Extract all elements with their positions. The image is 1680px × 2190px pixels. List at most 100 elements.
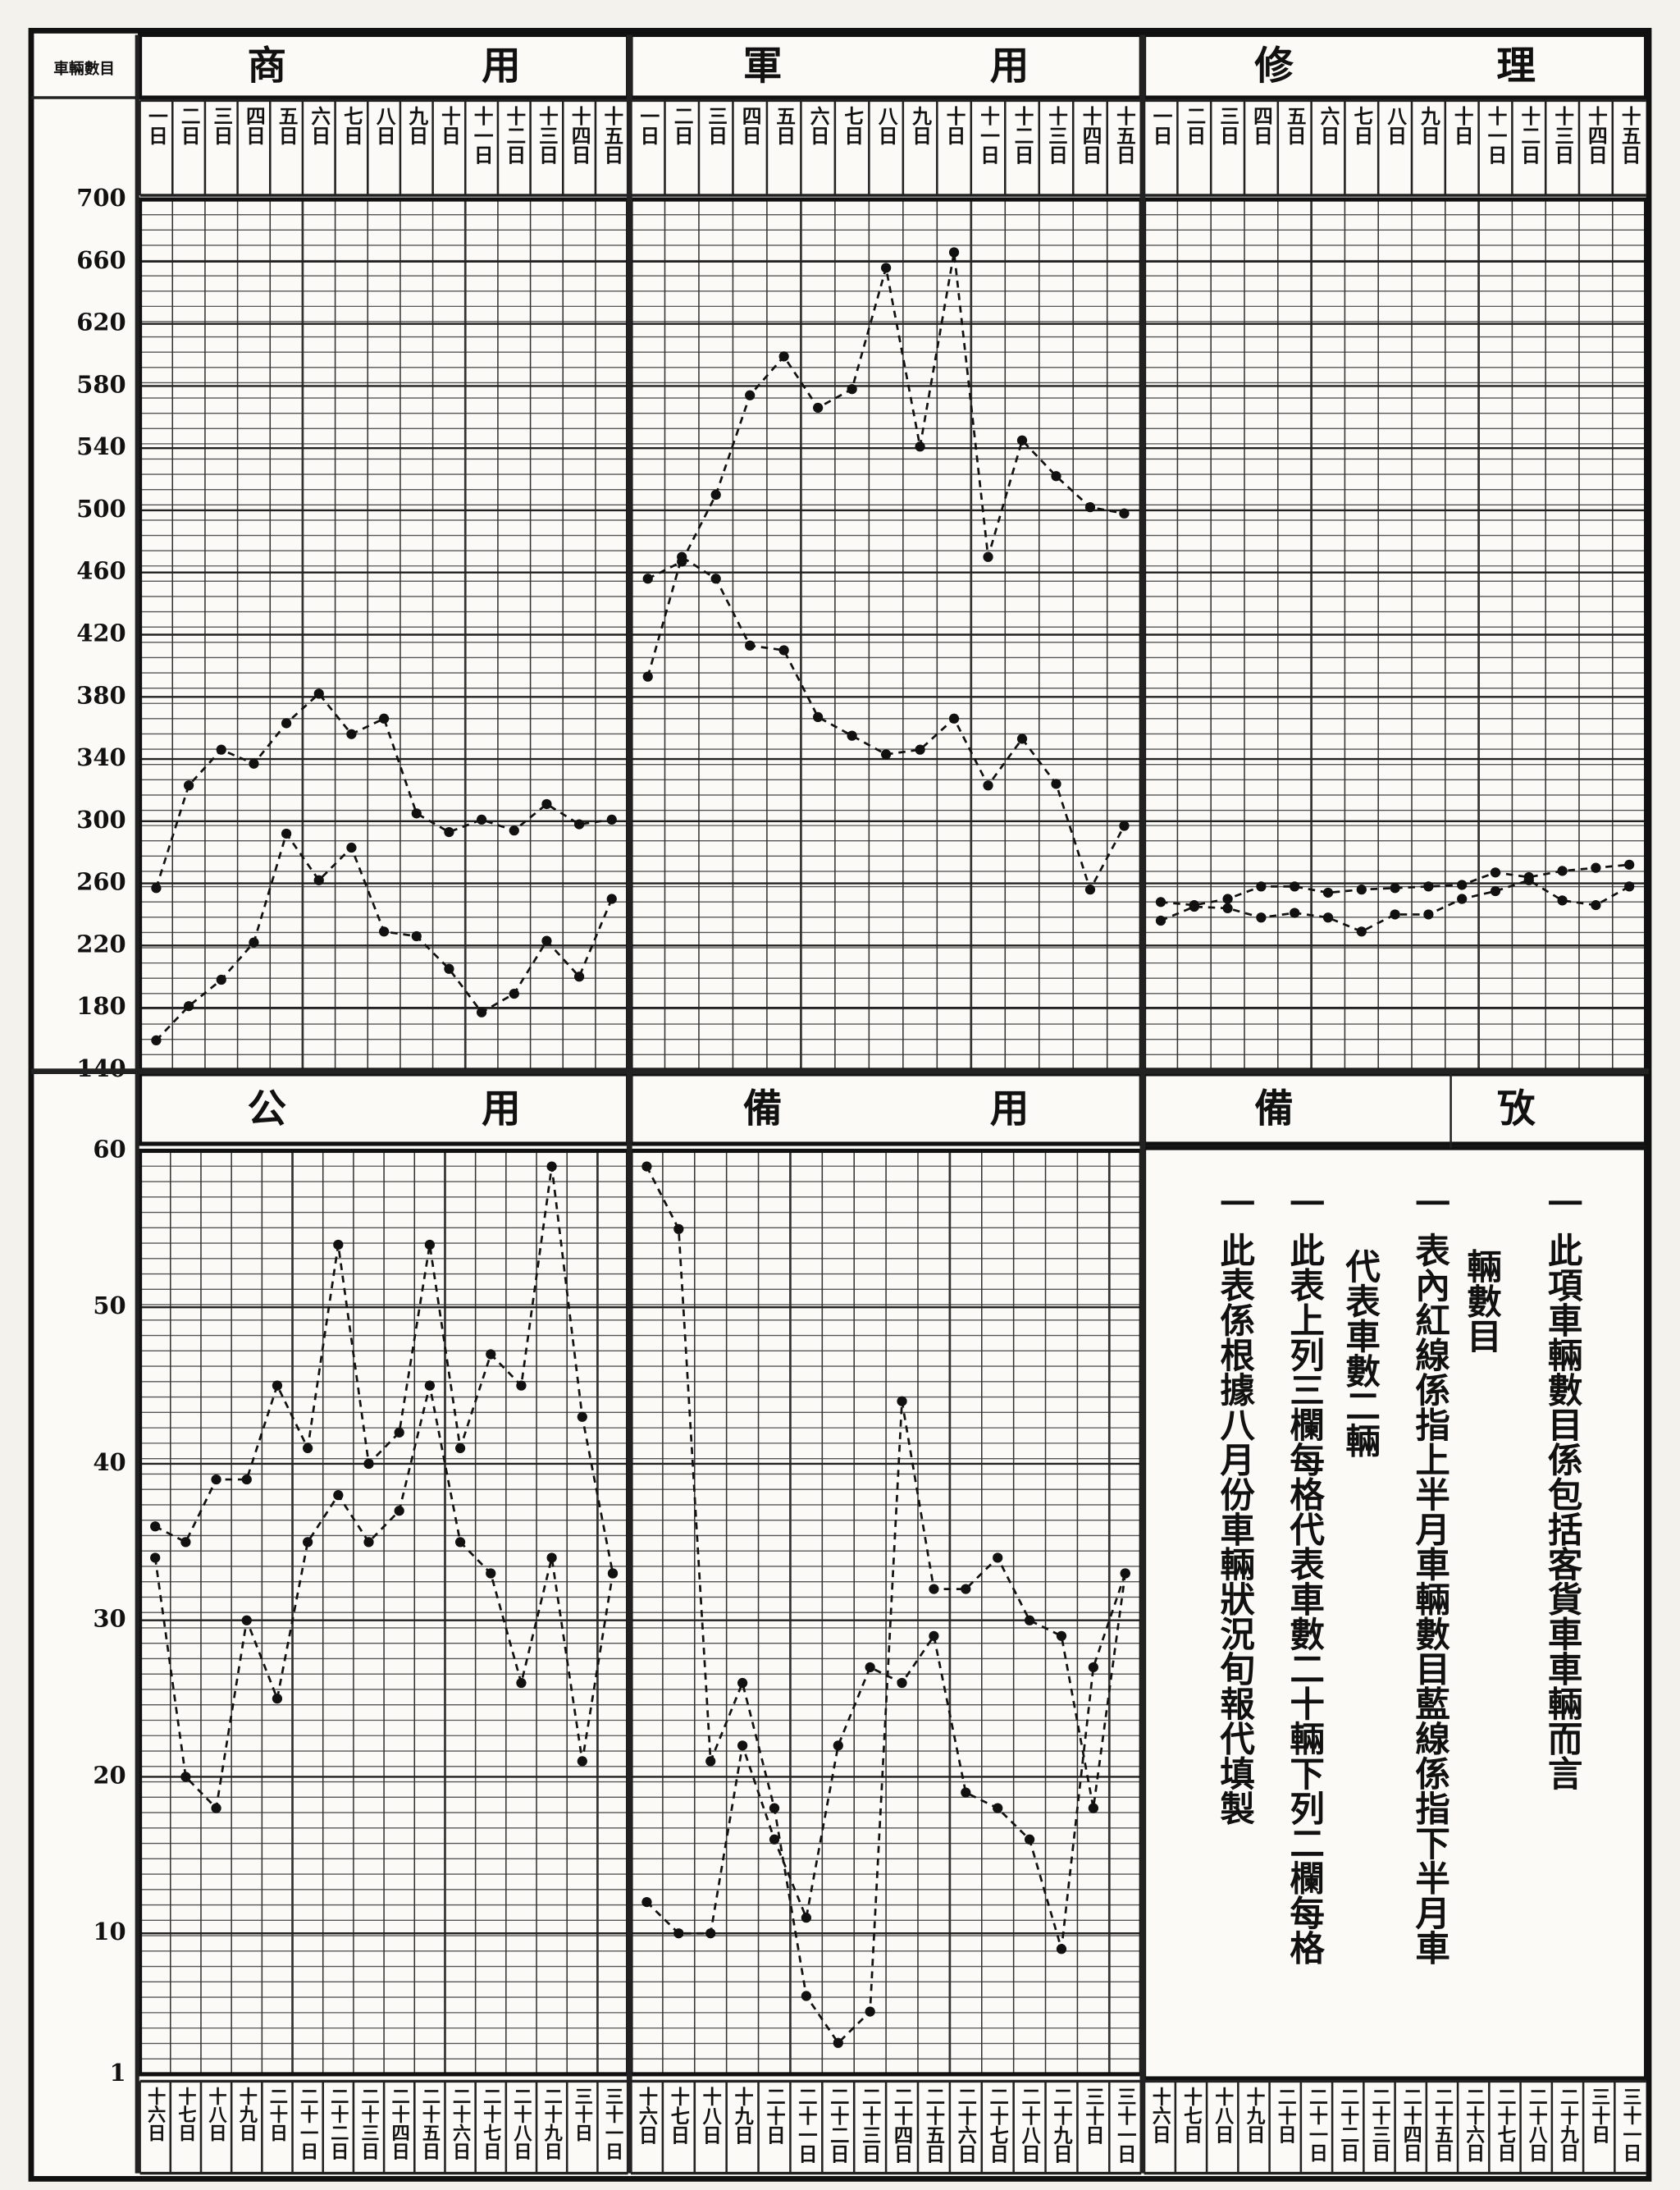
data-point <box>411 930 422 942</box>
data-point <box>1056 1944 1067 1955</box>
x-tick-label: 七日 <box>1350 106 1373 145</box>
x-tick-label: 三十日 <box>572 2087 593 2142</box>
data-point <box>641 1161 652 1172</box>
data-point <box>216 744 226 755</box>
data-point <box>346 842 357 853</box>
data-point <box>1024 1615 1035 1625</box>
data-point <box>516 1380 527 1391</box>
data-point <box>606 894 617 904</box>
y-tick-label: 380 <box>76 681 126 709</box>
data-point <box>1024 1834 1035 1845</box>
x-tick-label: 二十五日 <box>419 2087 441 2160</box>
x-tick-label: 三日 <box>1217 106 1239 145</box>
y-tick-label: 50 <box>93 1292 126 1319</box>
x-tick-label: 十一日 <box>977 106 1000 165</box>
data-point <box>1591 862 1601 873</box>
data-point <box>509 825 519 836</box>
data-point <box>710 574 721 584</box>
data-point <box>993 1803 1003 1813</box>
x-tick-label: 三十一日 <box>1619 2087 1641 2162</box>
y-tick-label: 580 <box>76 370 126 398</box>
data-point <box>880 749 892 760</box>
data-point <box>541 798 552 810</box>
x-tick-label: 十八日 <box>1212 2087 1234 2143</box>
data-point <box>486 1349 496 1360</box>
x-tick-label: 八日 <box>372 106 395 145</box>
x-tick-label: 二十九日 <box>541 2087 564 2160</box>
x-tick-label: 二日 <box>177 106 200 145</box>
data-point <box>673 1928 684 1939</box>
data-point <box>211 1474 221 1485</box>
data-point <box>769 1834 780 1845</box>
x-tick-label: 二十二日 <box>327 2087 349 2160</box>
x-tick-label: 二十八日 <box>1525 2087 1547 2162</box>
data-point <box>677 551 687 562</box>
data-point <box>710 489 721 501</box>
data-point <box>1155 915 1166 926</box>
data-point <box>1390 909 1400 920</box>
x-tick-label: 五日 <box>773 106 796 145</box>
data-point <box>801 1991 812 2001</box>
data-point <box>897 1396 907 1406</box>
note-text: 一 此表係根據八月份車輛狀況旬報代填製 <box>1214 1186 1255 1827</box>
x-tick-label: 一日 <box>144 106 167 145</box>
data-point <box>641 1896 652 1908</box>
data-point <box>180 1772 191 1782</box>
y-tick-label: 30 <box>93 1605 126 1633</box>
data-point <box>1322 912 1334 923</box>
data-point <box>272 1380 283 1391</box>
x-tick-label: 三十一日 <box>1114 2087 1137 2164</box>
x-tick-label: 三十一日 <box>602 2087 623 2160</box>
x-tick-label: 十三日 <box>1044 106 1067 165</box>
x-tick-label: 十五日 <box>1618 106 1641 165</box>
data-point <box>865 1662 875 1673</box>
data-point <box>801 1913 812 1923</box>
x-tick-label: 二十七日 <box>986 2087 1009 2164</box>
data-point <box>1084 885 1096 895</box>
x-tick-label: 四日 <box>738 106 761 145</box>
data-point <box>1557 866 1568 876</box>
note-text: 一 此表上列三欄每格代表車數二十輛下列二欄每格 <box>1284 1186 1325 1965</box>
series-line <box>155 692 612 889</box>
note-text: 輛數目 <box>1461 1248 1502 1353</box>
data-point <box>509 988 519 999</box>
x-tick-label: 四日 <box>1249 106 1272 145</box>
y-axis-label: 車輛數目 <box>53 60 115 78</box>
data-point <box>1591 899 1601 911</box>
x-tick-label: 五日 <box>275 106 298 145</box>
data-point <box>1084 502 1096 513</box>
x-tick-label: 七日 <box>841 106 864 145</box>
data-point <box>1423 881 1434 892</box>
data-point <box>1088 1803 1098 1813</box>
notes-box <box>1142 1145 1649 2081</box>
x-tick-label: 十六日 <box>144 2087 166 2142</box>
note-text: 一 表內紅線係指上半月車輛數目藍線係指下半月車 <box>1409 1186 1450 1965</box>
x-tick-label: 十九日 <box>1243 2087 1266 2143</box>
x-tick-label: 一日 <box>1149 106 1172 145</box>
data-point <box>705 1756 716 1767</box>
y-tick-label: 300 <box>76 806 126 834</box>
data-point <box>847 730 857 741</box>
data-point <box>476 1007 487 1017</box>
series-line <box>646 555 1125 893</box>
x-tick-label: 二十八日 <box>510 2087 532 2160</box>
x-tick-label: 十七日 <box>175 2087 196 2142</box>
x-tick-label: 二十三日 <box>859 2087 882 2164</box>
data-point <box>737 1677 748 1689</box>
data-point <box>1523 875 1534 885</box>
data-point <box>1119 821 1130 831</box>
y-tick-label: 420 <box>76 620 126 647</box>
data-point <box>411 808 422 819</box>
data-point <box>378 926 390 937</box>
x-tick-label: 三十日 <box>1588 2087 1610 2143</box>
x-tick-label: 十日 <box>943 106 966 145</box>
y-tick-label: 660 <box>76 246 126 274</box>
y-tick-label: 10 <box>93 1918 126 1945</box>
x-tick-label: 二十二日 <box>827 2087 850 2164</box>
data-point <box>1290 881 1300 892</box>
data-point <box>363 1458 374 1470</box>
x-tick-label: 七日 <box>340 106 363 145</box>
y-tick-label: 540 <box>76 432 126 460</box>
data-point <box>642 574 653 584</box>
